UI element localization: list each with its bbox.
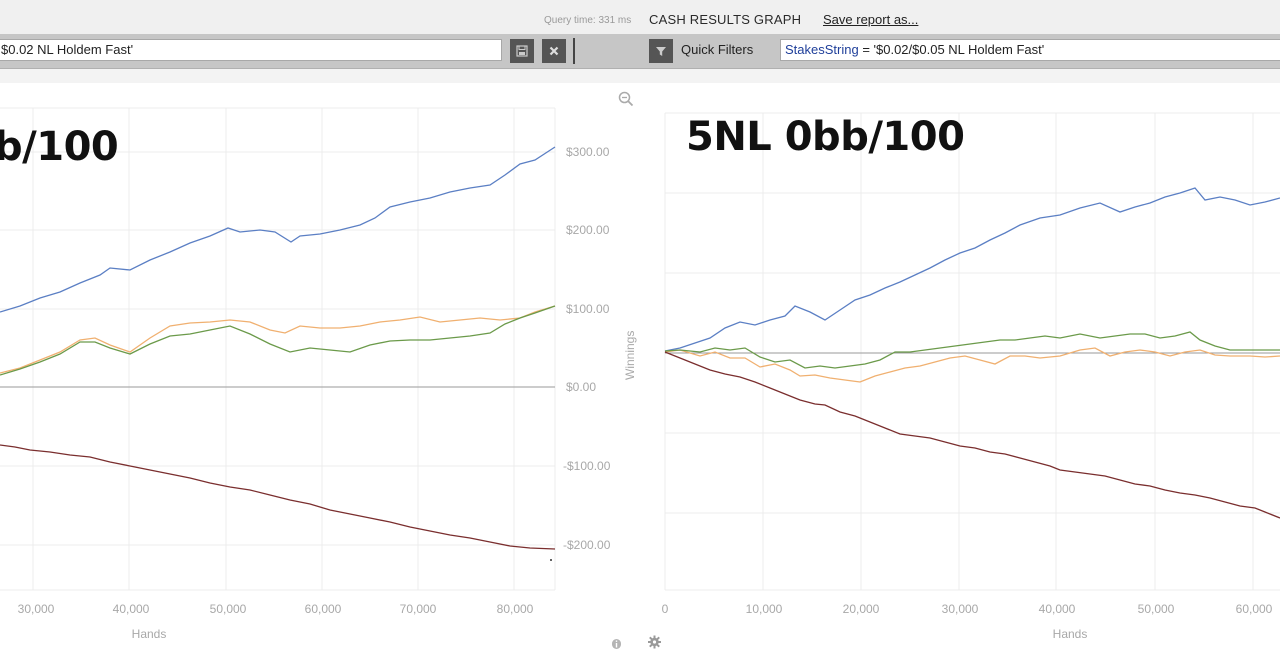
svg-text:50,000: 50,000 [210,602,247,616]
zoom-out-icon [618,91,634,107]
report-title: CASH RESULTS GRAPH [649,12,802,27]
right-x-axis-title: Hands [1053,627,1088,641]
svg-text:40,000: 40,000 [113,602,150,616]
left-chart-marker [550,559,552,561]
svg-text:30,000: 30,000 [18,602,55,616]
top-bar: Query time: 331 ms CASH RESULTS GRAPH Sa… [0,0,1280,34]
info-button[interactable] [611,637,622,655]
info-icon [612,639,621,649]
quick-filter-key: StakesString [785,42,859,57]
right-chart-overlay-title: 5NL 0bb/100 [686,114,965,160]
left-y-axis-title: Winnings [623,331,637,380]
save-filter-button[interactable] [510,39,534,63]
close-icon [549,46,559,56]
quick-filter-value: = '$0.02/$0.05 NL Holdem Fast' [858,42,1045,57]
right-series-green [664,331,1280,369]
svg-text:$0.00: $0.00 [566,380,596,394]
right-series-red [664,351,1280,519]
clear-filter-button[interactable] [542,39,566,63]
filter-icon [656,47,666,56]
left-x-axis: 30,000 40,000 50,000 60,000 70,000 80,00… [18,602,534,616]
svg-text:$100.00: $100.00 [566,302,610,316]
svg-text:40,000: 40,000 [1039,602,1076,616]
left-series-blue [0,146,556,313]
svg-text:20,000: 20,000 [843,602,880,616]
svg-text:-$100.00: -$100.00 [563,459,611,473]
left-series-green [0,305,556,376]
left-x-axis-title: Hands [132,627,167,641]
left-filter-value: $0.02 NL Holdem Fast' [1,42,134,57]
zoom-out-button[interactable] [618,91,634,112]
quick-filter-input[interactable]: StakesString = '$0.02/$0.05 NL Holdem Fa… [780,39,1280,61]
right-x-axis: 0 10,000 20,000 30,000 40,000 50,000 60,… [662,602,1273,616]
quick-filters-button[interactable] [649,39,673,63]
svg-text:-$200.00: -$200.00 [563,538,611,552]
save-icon [516,45,528,57]
left-chart-grid [0,107,556,591]
settings-button[interactable] [647,635,662,654]
svg-text:0: 0 [662,602,669,616]
right-series-blue [664,187,1280,352]
gear-icon [648,635,661,649]
left-chart-overlay-title: b/100 [0,124,119,170]
query-time: Query time: 331 ms [544,15,632,26]
save-report-link[interactable]: Save report as... [823,12,919,27]
left-series-red [0,444,556,550]
quick-filters-label: Quick Filters [681,42,754,57]
toolbar-shadow [0,69,1280,83]
separator [573,38,575,64]
svg-text:$200.00: $200.00 [566,223,610,237]
left-y-axis: $300.00 $200.00 $100.00 $0.00 -$100.00 -… [563,145,611,552]
svg-text:30,000: 30,000 [942,602,979,616]
svg-text:60,000: 60,000 [305,602,342,616]
svg-text:10,000: 10,000 [746,602,783,616]
svg-text:$300.00: $300.00 [566,145,610,159]
svg-text:80,000: 80,000 [497,602,534,616]
svg-text:70,000: 70,000 [400,602,437,616]
left-series-orange [0,305,556,374]
svg-text:50,000: 50,000 [1138,602,1175,616]
right-chart-grid [664,112,1280,591]
filter-bar: $0.02 NL Holdem Fast' StakesString = '$0… [0,34,1280,69]
right-series-orange [664,347,1280,383]
svg-text:60,000: 60,000 [1236,602,1273,616]
left-filter-input[interactable]: $0.02 NL Holdem Fast' [0,39,502,61]
